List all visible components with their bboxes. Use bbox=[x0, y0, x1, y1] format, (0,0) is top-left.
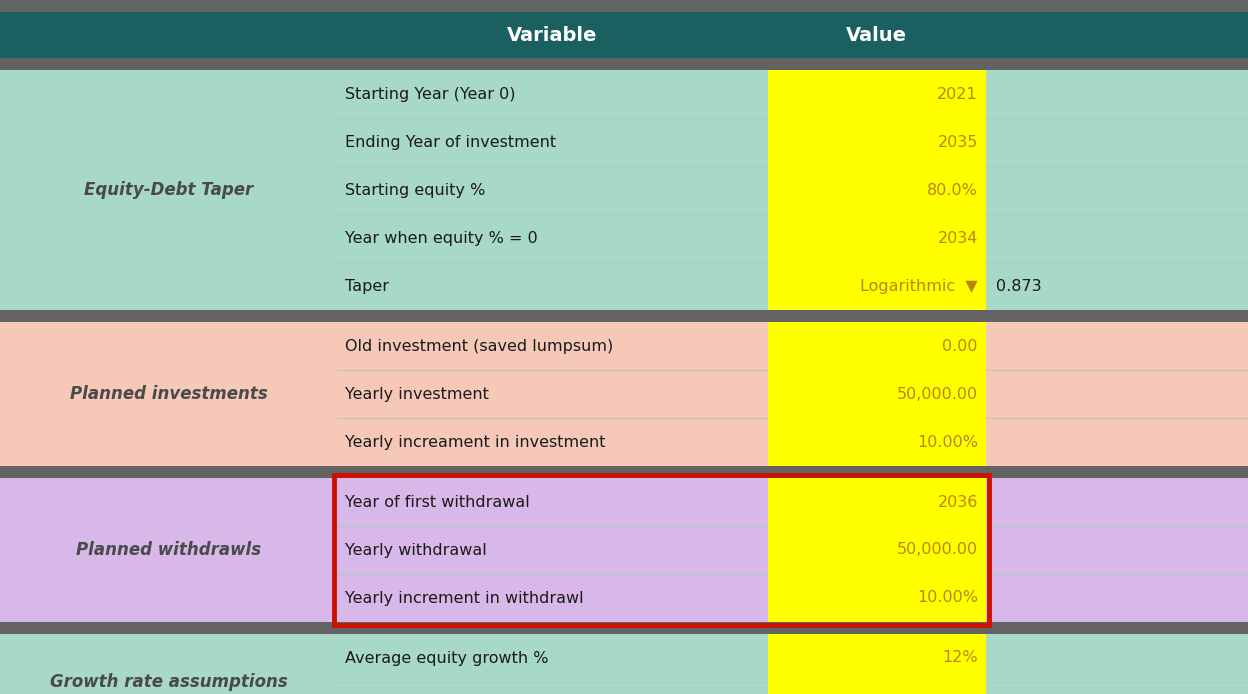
Text: Starting Year (Year 0): Starting Year (Year 0) bbox=[344, 87, 515, 101]
Text: 0.873: 0.873 bbox=[996, 278, 1042, 294]
Text: Yearly withdrawal: Yearly withdrawal bbox=[344, 543, 487, 557]
Bar bbox=[768, 574, 986, 622]
Bar bbox=[337, 526, 1248, 527]
Bar bbox=[768, 214, 986, 262]
Text: Growth rate assumptions: Growth rate assumptions bbox=[50, 673, 287, 691]
Text: 10.00%: 10.00% bbox=[917, 591, 978, 605]
Text: 10.00%: 10.00% bbox=[917, 434, 978, 450]
Bar bbox=[768, 526, 986, 574]
Bar bbox=[768, 634, 986, 682]
Bar bbox=[768, 118, 986, 166]
Bar bbox=[768, 262, 986, 310]
Text: Variable: Variable bbox=[507, 26, 598, 44]
Bar bbox=[337, 118, 1248, 119]
Text: Yearly increment in withdrawl: Yearly increment in withdrawl bbox=[344, 591, 584, 605]
Text: Ending Year of investment: Ending Year of investment bbox=[344, 135, 557, 149]
Bar bbox=[0, 622, 1248, 634]
Bar bbox=[337, 214, 1248, 215]
Text: 50,000.00: 50,000.00 bbox=[897, 387, 978, 402]
Bar bbox=[0, 58, 1248, 70]
Bar bbox=[337, 166, 1248, 167]
Bar bbox=[0, 478, 1248, 622]
Bar bbox=[337, 262, 1248, 263]
Text: Value: Value bbox=[846, 26, 907, 44]
Text: Planned investments: Planned investments bbox=[70, 385, 267, 403]
Text: 80.0%: 80.0% bbox=[927, 183, 978, 198]
Text: Taper: Taper bbox=[344, 278, 389, 294]
Bar bbox=[0, 634, 1248, 694]
Text: 0.00: 0.00 bbox=[942, 339, 978, 353]
Text: 12%: 12% bbox=[942, 650, 978, 666]
Bar bbox=[0, 0, 1248, 12]
Text: Year of first withdrawal: Year of first withdrawal bbox=[344, 495, 529, 509]
Text: 2034: 2034 bbox=[937, 230, 978, 246]
Bar bbox=[768, 478, 986, 526]
Bar bbox=[0, 70, 1248, 310]
Bar bbox=[0, 12, 1248, 58]
Bar bbox=[337, 418, 1248, 419]
Text: 2036: 2036 bbox=[937, 495, 978, 509]
Text: 50,000.00: 50,000.00 bbox=[897, 543, 978, 557]
Bar bbox=[768, 166, 986, 214]
Text: Planned withdrawls: Planned withdrawls bbox=[76, 541, 261, 559]
Bar bbox=[337, 682, 1248, 683]
Bar bbox=[0, 466, 1248, 478]
Bar bbox=[768, 418, 986, 466]
Text: Equity-Debt Taper: Equity-Debt Taper bbox=[84, 181, 253, 199]
Text: 2035: 2035 bbox=[937, 135, 978, 149]
Bar bbox=[337, 574, 1248, 575]
Text: Logarithmic  ▼: Logarithmic ▼ bbox=[860, 278, 978, 294]
Text: Old investment (saved lumpsum): Old investment (saved lumpsum) bbox=[344, 339, 613, 353]
Bar bbox=[768, 322, 986, 370]
Bar bbox=[0, 310, 1248, 322]
Text: Yearly investment: Yearly investment bbox=[344, 387, 489, 402]
Bar bbox=[768, 370, 986, 418]
Text: 2021: 2021 bbox=[937, 87, 978, 101]
Bar bbox=[0, 322, 1248, 466]
Bar bbox=[768, 70, 986, 118]
Bar bbox=[337, 370, 1248, 371]
Bar bbox=[768, 682, 986, 694]
Text: Yearly increament in investment: Yearly increament in investment bbox=[344, 434, 605, 450]
Bar bbox=[334, 475, 988, 625]
Text: Starting equity %: Starting equity % bbox=[344, 183, 485, 198]
Text: Year when equity % = 0: Year when equity % = 0 bbox=[344, 230, 538, 246]
Text: Average equity growth %: Average equity growth % bbox=[344, 650, 548, 666]
